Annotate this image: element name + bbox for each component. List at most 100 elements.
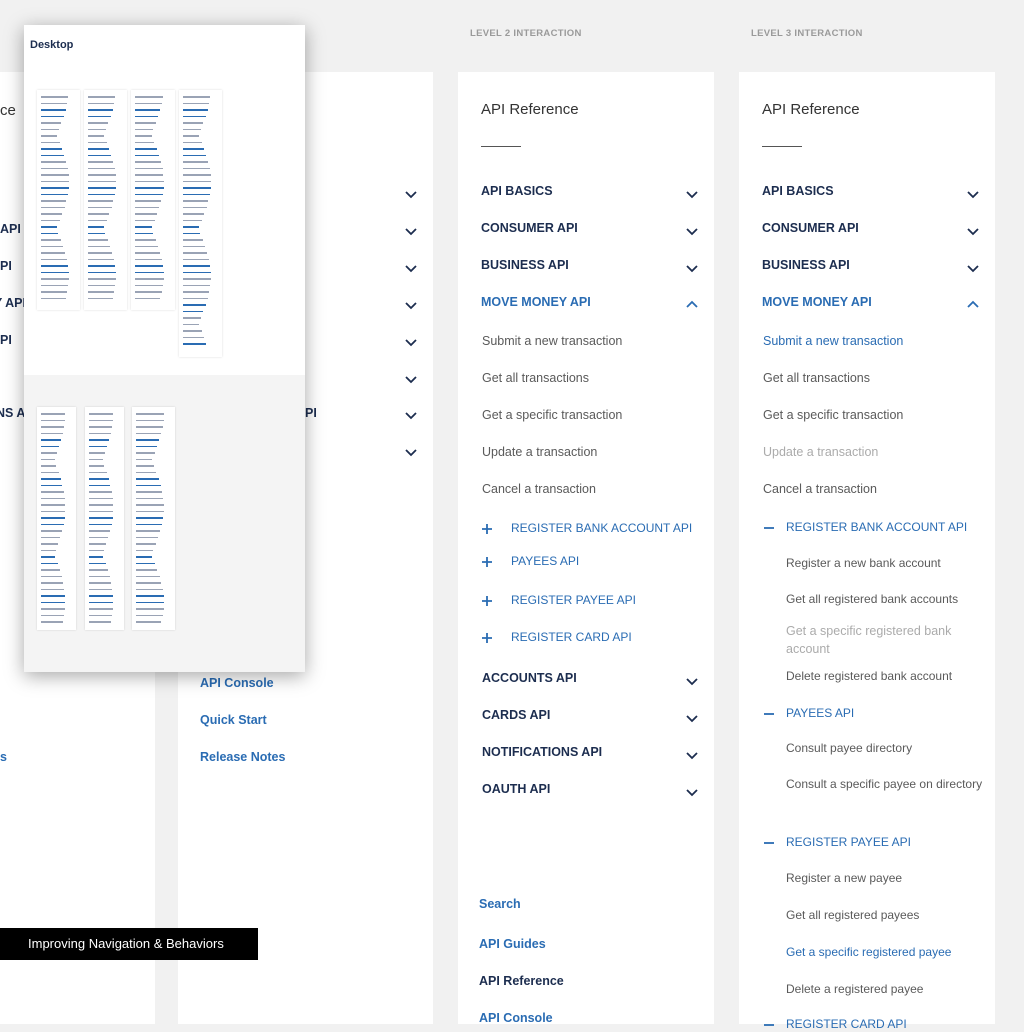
nav-fragment[interactable]: PI bbox=[305, 406, 317, 420]
leaf-item[interactable]: Register a new bank account bbox=[786, 556, 941, 570]
submenu-item[interactable]: Cancel a transaction bbox=[482, 482, 596, 496]
panel-title: API Reference bbox=[481, 101, 579, 118]
menu-item[interactable]: MOVE MONEY API bbox=[762, 295, 872, 309]
submenu-item[interactable]: Update a transaction bbox=[482, 445, 598, 459]
down-icon[interactable] bbox=[686, 262, 698, 274]
down-icon[interactable] bbox=[405, 336, 417, 348]
mini-line bbox=[41, 478, 61, 480]
mini-line bbox=[41, 543, 59, 545]
down-icon[interactable] bbox=[405, 262, 417, 274]
menu-item[interactable]: BUSINESS API bbox=[481, 258, 569, 272]
sub-api[interactable]: REGISTER CARD API bbox=[511, 630, 632, 644]
menu-item[interactable]: OAUTH API bbox=[482, 782, 551, 796]
leaf-item[interactable]: Delete registered bank account bbox=[786, 669, 953, 683]
mini-line bbox=[135, 135, 152, 137]
minus-icon[interactable] bbox=[763, 1019, 775, 1031]
down-icon[interactable] bbox=[405, 225, 417, 237]
sub-api[interactable]: PAYEES API bbox=[511, 554, 580, 568]
nav-link[interactable]: Quick Start bbox=[200, 713, 267, 727]
submenu-item[interactable]: Submit a new transaction bbox=[482, 334, 623, 348]
mini-line bbox=[135, 232, 153, 234]
submenu-item[interactable]: Get a specific transaction bbox=[763, 408, 904, 422]
footer-link[interactable]: API Guides bbox=[479, 937, 546, 951]
sub-api[interactable]: REGISTER PAYEE API bbox=[786, 835, 911, 849]
mini-line bbox=[88, 278, 116, 280]
mini-line bbox=[89, 432, 111, 434]
nav-fragment[interactable]: PI bbox=[0, 259, 12, 273]
menu-item[interactable]: BUSINESS API bbox=[762, 258, 850, 272]
down-icon[interactable] bbox=[686, 786, 698, 798]
nav-fragment[interactable]: PI bbox=[0, 333, 12, 347]
leaf-item[interactable]: Get all registered payees bbox=[786, 908, 920, 922]
up-icon[interactable] bbox=[967, 299, 979, 311]
submenu-item[interactable]: Cancel a transaction bbox=[763, 482, 877, 496]
menu-item[interactable]: MOVE MONEY API bbox=[481, 295, 591, 309]
plus-icon[interactable] bbox=[481, 595, 493, 607]
nav-fragment[interactable]: ce bbox=[0, 102, 16, 119]
mini-line bbox=[183, 278, 211, 280]
down-icon[interactable] bbox=[405, 446, 417, 458]
down-icon[interactable] bbox=[967, 262, 979, 274]
down-icon[interactable] bbox=[686, 675, 698, 687]
mini-line bbox=[41, 465, 57, 467]
submenu-item[interactable]: Get all transactions bbox=[482, 371, 589, 385]
minus-icon[interactable] bbox=[763, 522, 775, 534]
submenu-item[interactable]: Submit a new transaction bbox=[763, 334, 904, 348]
leaf-item[interactable]: Consult a specific payee on directory bbox=[786, 777, 983, 791]
plus-icon[interactable] bbox=[481, 523, 493, 535]
menu-item[interactable]: ACCOUNTS API bbox=[482, 671, 577, 685]
mini-line bbox=[135, 258, 162, 260]
sub-api[interactable]: REGISTER BANK ACCOUNT API bbox=[511, 521, 693, 535]
footer-link[interactable]: API Reference bbox=[479, 974, 564, 988]
down-icon[interactable] bbox=[686, 712, 698, 724]
down-icon[interactable] bbox=[405, 188, 417, 200]
menu-item[interactable]: API BASICS bbox=[762, 184, 834, 198]
sub-api[interactable]: REGISTER PAYEE API bbox=[511, 593, 636, 607]
nav-fragment[interactable]: NS A bbox=[0, 406, 26, 420]
footer-link[interactable]: API Console bbox=[479, 1011, 553, 1025]
plus-icon[interactable] bbox=[481, 556, 493, 568]
down-icon[interactable] bbox=[967, 188, 979, 200]
plus-icon[interactable] bbox=[481, 632, 493, 644]
leaf-item[interactable]: Get a specific registered payee bbox=[786, 945, 952, 959]
submenu-item[interactable]: Get all transactions bbox=[763, 371, 870, 385]
down-icon[interactable] bbox=[967, 225, 979, 237]
leaf-item[interactable]: Get all registered bank accounts bbox=[786, 592, 959, 606]
mini-line bbox=[89, 413, 114, 415]
down-icon[interactable] bbox=[686, 225, 698, 237]
leaf-item[interactable]: Consult payee directory bbox=[786, 741, 913, 755]
down-icon[interactable] bbox=[405, 409, 417, 421]
sub-api[interactable]: PAYEES API bbox=[786, 706, 855, 720]
sub-api[interactable]: REGISTER CARD API bbox=[786, 1017, 907, 1031]
leaf-item[interactable]: Delete a registered payee bbox=[786, 982, 924, 996]
nav-link[interactable]: Release Notes bbox=[200, 750, 286, 764]
mini-line bbox=[89, 543, 107, 545]
footer-link[interactable]: Search bbox=[479, 897, 521, 911]
leaf-item[interactable]: Get a specific registered bank account bbox=[786, 624, 952, 656]
sub-api[interactable]: REGISTER BANK ACCOUNT API bbox=[786, 520, 968, 534]
nav-fragment[interactable]: Y API bbox=[0, 296, 26, 310]
mini-line bbox=[135, 284, 164, 286]
submenu-item[interactable]: Update a transaction bbox=[763, 445, 879, 459]
submenu-item[interactable]: Get a specific transaction bbox=[482, 408, 623, 422]
mini-line bbox=[88, 167, 115, 169]
up-icon[interactable] bbox=[686, 299, 698, 311]
leaf-item[interactable]: Register a new payee bbox=[786, 871, 903, 885]
menu-item[interactable]: CARDS API bbox=[482, 708, 551, 722]
menu-item[interactable]: CONSUMER API bbox=[481, 221, 578, 235]
down-icon[interactable] bbox=[405, 299, 417, 311]
down-icon[interactable] bbox=[686, 749, 698, 761]
mini-line bbox=[41, 439, 62, 441]
nav-link[interactable]: API Console bbox=[200, 676, 274, 690]
minus-icon[interactable] bbox=[763, 708, 775, 720]
nav-fragment[interactable]: s bbox=[0, 750, 7, 764]
menu-item[interactable]: CONSUMER API bbox=[762, 221, 859, 235]
mini-line bbox=[136, 504, 164, 506]
mini-line bbox=[41, 245, 64, 247]
down-icon[interactable] bbox=[686, 188, 698, 200]
minus-icon[interactable] bbox=[763, 837, 775, 849]
menu-item[interactable]: NOTIFICATIONS API bbox=[482, 745, 603, 759]
down-icon[interactable] bbox=[405, 373, 417, 385]
nav-fragment[interactable]: API bbox=[0, 222, 21, 236]
menu-item[interactable]: API BASICS bbox=[481, 184, 553, 198]
